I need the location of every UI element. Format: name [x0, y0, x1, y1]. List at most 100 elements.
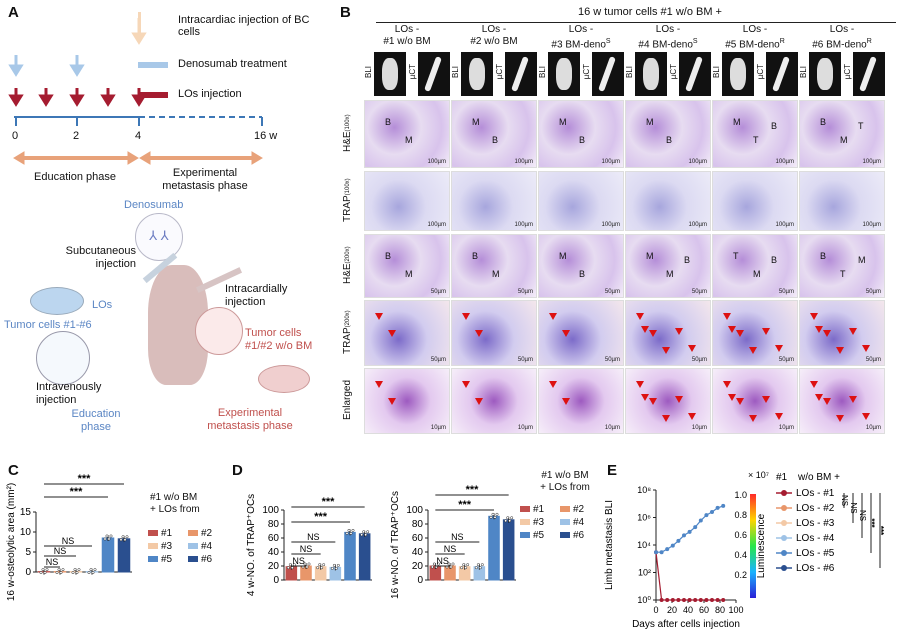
legend-label: #3	[161, 541, 173, 552]
data-point	[489, 515, 493, 519]
legend-item-#2: #2	[188, 528, 228, 541]
panel-d-chart-4w: 0 20 40 60 80 100 4 w-NO. of TRAP⁺OCs NS NS NS ***…	[246, 494, 372, 596]
histology-tile: 100µm M B	[625, 100, 711, 168]
tissue-label: B	[492, 135, 499, 145]
significance-label: NS	[840, 495, 849, 506]
tissue-label: B	[820, 251, 827, 261]
los-dish-icon	[30, 287, 84, 315]
tissue-label: M	[559, 251, 567, 261]
red-arrowhead-icon	[649, 398, 657, 405]
legend-swatch	[188, 543, 198, 550]
data-point	[508, 519, 512, 523]
data-point	[123, 538, 127, 542]
scale-bar-label: 50µm	[691, 357, 707, 363]
y-axis-label: Limb metastasis BLI	[604, 500, 615, 590]
histology-tile: 50µm B M	[364, 234, 450, 298]
panel-c-legend-title: #1 w/o BM + LOs from	[150, 492, 200, 516]
legend-marker	[781, 520, 787, 526]
significance-label: NS	[300, 544, 313, 554]
legend-item-#4: #4	[560, 517, 600, 530]
histology-tile: 100µm	[451, 171, 537, 231]
data-point	[493, 515, 497, 519]
row-label-5: Enlarged	[342, 368, 356, 432]
significance-label: ***	[314, 511, 328, 523]
x-axis-label: Days after cells injection	[632, 619, 740, 630]
colorbar-tick: 1.0	[734, 490, 747, 500]
red-arrowhead-icon	[675, 396, 683, 403]
tissue-label: M	[753, 269, 761, 279]
panel-b-header: 16 w tumor cells #1 w/o BM +	[578, 6, 722, 18]
series-point	[670, 598, 675, 602]
red-arrowhead-icon	[475, 398, 483, 405]
histology-tile: 100µm	[625, 171, 711, 231]
denosumab-label: Denosumab	[124, 199, 184, 211]
red-arrowhead-icon	[388, 398, 396, 405]
histology-tile: 10µm	[538, 368, 624, 434]
significance-label: ***	[867, 518, 876, 528]
series-point	[704, 513, 709, 518]
y-tick-label: 60	[268, 533, 280, 544]
tissue-label: M	[405, 135, 413, 145]
column-line2: #3 BM-denoS	[551, 38, 611, 51]
red-arrowhead-icon	[849, 328, 857, 335]
column-line1: LOs -	[394, 24, 420, 35]
red-arrowhead-icon	[462, 381, 470, 388]
histology-tile: 50µm B T M	[799, 234, 885, 298]
y-axis-label: 4 w-NO. of TRAP⁺OCs	[246, 494, 257, 596]
data-point	[460, 566, 464, 570]
tick-4: 4	[135, 130, 142, 142]
series-point	[721, 503, 726, 508]
y-tick-label: 15	[20, 507, 32, 518]
histology-tile: 100µm	[538, 171, 624, 231]
significance-label: ***	[70, 486, 84, 498]
data-point	[349, 531, 353, 535]
tissue-label: M	[666, 269, 674, 279]
series-point	[693, 525, 698, 530]
legend-label: LOs - #4	[796, 533, 835, 544]
y-tick-label: 80	[268, 519, 280, 530]
data-point	[432, 562, 436, 566]
data-point	[491, 512, 495, 516]
red-arrowhead-icon	[823, 330, 831, 337]
panel-a-legend: Intracardiac injection of BC cells Denos…	[138, 12, 318, 106]
legend-item-#3: #3	[148, 541, 188, 554]
red-arrowhead-icon	[549, 381, 557, 388]
data-point	[334, 566, 338, 570]
colorbar-scale: × 10⁷	[748, 470, 769, 480]
red-arrowhead-icon	[815, 394, 823, 401]
experimental-label: Experimental metastasis phase	[207, 407, 293, 432]
data-point	[436, 562, 440, 566]
legend-label: LOs - #6	[796, 563, 835, 574]
x-tick-label: 100	[728, 605, 743, 615]
row-label-1: H&E(100x)	[342, 100, 356, 166]
scale-bar-label: 100µm	[601, 159, 620, 165]
bli-mouse	[556, 58, 572, 90]
y-tick-label: 0	[273, 575, 279, 586]
bli-uct-thumb-6: BLI µCT	[799, 52, 885, 96]
data-point	[478, 566, 482, 570]
column-sup: R	[866, 38, 872, 45]
data-point	[330, 566, 334, 570]
series-point	[715, 598, 720, 602]
legend-los-injection: LOs injection	[178, 88, 242, 100]
red-arrowhead-icon	[462, 313, 470, 320]
histology-tile: 50µm	[364, 300, 450, 366]
tissue-label: M	[559, 117, 567, 127]
series-point	[659, 598, 664, 602]
legend-item-#3: #3	[520, 517, 560, 530]
x-tick-label: 60	[699, 605, 709, 615]
y-tick-label: 10	[20, 527, 32, 538]
subcutaneous-label: Subcutaneous injection	[65, 245, 136, 270]
data-point	[105, 534, 109, 538]
data-point	[73, 568, 77, 572]
significance-label: NS	[436, 556, 449, 566]
x-tick-label: 40	[683, 605, 693, 615]
panel-b-label: B	[340, 4, 351, 21]
red-arrowhead-icon	[649, 330, 657, 337]
tissue-label: M	[646, 251, 654, 261]
significance-label: NS	[292, 556, 305, 566]
scale-bar-label: 50µm	[865, 289, 881, 295]
uct-label: µCT	[495, 64, 504, 80]
legend-intracardiac: Intracardiac injection of BC cells	[178, 14, 310, 38]
tumor-circle-right	[195, 307, 243, 355]
